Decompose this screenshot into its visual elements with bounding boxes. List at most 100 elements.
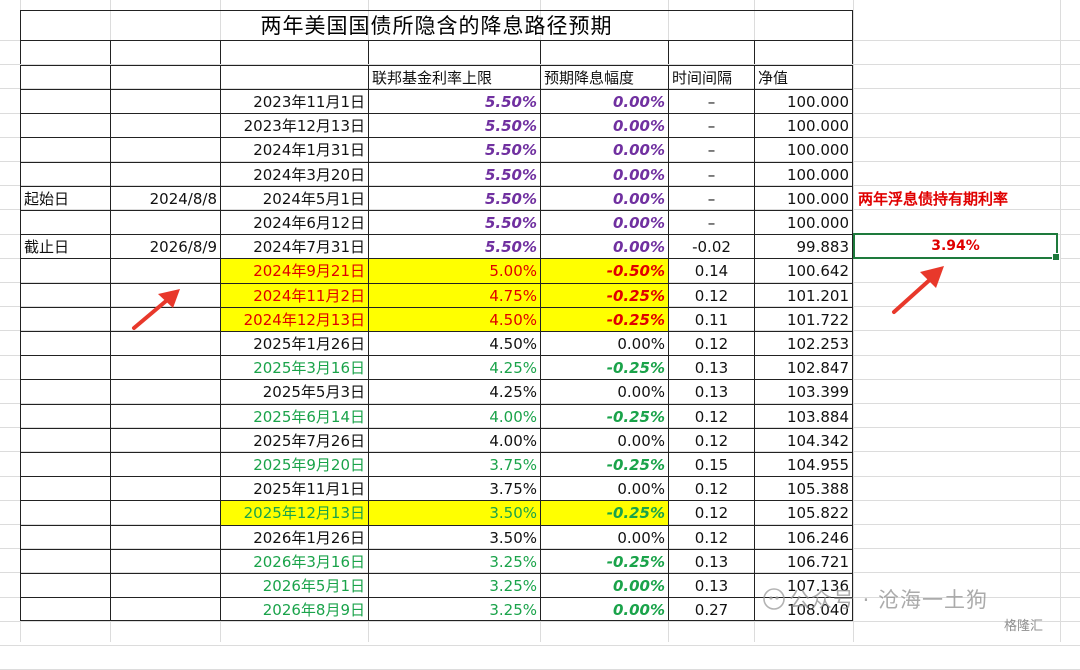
label-cell[interactable] [20,258,110,283]
nav-cell[interactable]: 104.955 [754,452,853,477]
value-cell[interactable] [110,306,220,331]
rate-cell[interactable]: 4.00% [368,403,540,428]
value-cell[interactable] [110,258,220,283]
nav-cell[interactable]: 101.201 [754,282,853,307]
label-cell[interactable] [20,427,110,452]
expected-cut-cell[interactable]: -0.25% [540,452,668,477]
start-date[interactable]: 2024/8/8 [110,185,220,210]
date-cell[interactable]: 2024年5月1日 [220,185,368,210]
nav-cell[interactable]: 100.000 [754,89,853,114]
rate-cell[interactable]: 3.25% [368,548,540,573]
value-cell[interactable] [110,282,220,307]
nav-cell[interactable]: 102.253 [754,331,853,356]
nav-cell[interactable]: 106.721 [754,548,853,573]
date-cell[interactable]: 2023年12月13日 [220,113,368,138]
interval-cell[interactable]: 0.27 [668,597,754,622]
date-cell[interactable]: 2024年12月13日 [220,306,368,331]
rate-cell[interactable]: 3.75% [368,452,540,477]
value-cell[interactable] [110,500,220,525]
rate-cell[interactable]: 5.50% [368,234,540,259]
label-cell[interactable] [20,137,110,162]
rate-cell[interactable]: 5.50% [368,161,540,186]
expected-cut-cell[interactable]: 0.00% [540,185,668,210]
expected-cut-cell[interactable]: 0.00% [540,573,668,598]
blank-cell[interactable] [668,40,754,65]
rate-cell[interactable]: 4.50% [368,306,540,331]
rate-cell[interactable]: 4.25% [368,379,540,404]
label-cell[interactable] [20,597,110,622]
rate-cell[interactable]: 5.50% [368,137,540,162]
nav-cell[interactable]: 100.000 [754,113,853,138]
value-cell[interactable] [110,403,220,428]
nav-cell[interactable]: 100.000 [754,137,853,162]
expected-cut-cell[interactable]: 0.00% [540,597,668,622]
expected-cut-cell[interactable]: 0.00% [540,137,668,162]
date-cell[interactable]: 2026年1月26日 [220,524,368,549]
date-cell[interactable]: 2025年7月26日 [220,427,368,452]
fill-handle[interactable] [1052,253,1060,261]
rate-cell[interactable]: 5.50% [368,113,540,138]
nav-cell[interactable]: 100.000 [754,161,853,186]
expected-cut-cell[interactable]: 0.00% [540,331,668,356]
interval-cell[interactable]: 0.12 [668,500,754,525]
date-cell[interactable]: 2026年3月16日 [220,548,368,573]
expected-cut-cell[interactable]: -0.25% [540,548,668,573]
label-cell[interactable] [20,476,110,501]
rate-cell[interactable]: 4.75% [368,282,540,307]
interval-cell[interactable]: 0.13 [668,379,754,404]
value-cell[interactable] [110,113,220,138]
date-cell[interactable]: 2024年3月20日 [220,161,368,186]
value-cell[interactable] [110,137,220,162]
interval-cell[interactable]: – [668,210,754,235]
blank-cell[interactable] [368,40,540,65]
expected-cut-cell[interactable]: 0.00% [540,524,668,549]
label-cell[interactable] [20,524,110,549]
value-cell[interactable] [110,524,220,549]
nav-cell[interactable]: 105.822 [754,500,853,525]
value-cell[interactable] [110,548,220,573]
label-cell[interactable] [20,379,110,404]
start-label[interactable]: 起始日 [20,185,110,210]
blank-cell[interactable] [20,40,110,65]
interval-cell[interactable]: 0.15 [668,452,754,477]
label-cell[interactable] [20,89,110,114]
rate-cell[interactable]: 3.75% [368,476,540,501]
label-cell[interactable] [20,500,110,525]
header-expected-cut[interactable]: 预期降息幅度 [540,64,668,89]
label-cell[interactable] [20,548,110,573]
interval-cell[interactable]: 0.12 [668,331,754,356]
rate-cell[interactable]: 5.50% [368,89,540,114]
value-cell[interactable] [110,379,220,404]
value-cell[interactable] [110,427,220,452]
expected-cut-cell[interactable]: -0.25% [540,403,668,428]
blank-cell[interactable] [220,40,368,65]
date-cell[interactable]: 2024年1月31日 [220,137,368,162]
label-cell[interactable] [20,113,110,138]
expected-cut-cell[interactable]: 0.00% [540,113,668,138]
nav-cell[interactable]: 108.040 [754,597,853,622]
nav-cell[interactable]: 99.883 [754,234,853,259]
end-date[interactable]: 2026/8/9 [110,234,220,259]
value-cell[interactable] [110,597,220,622]
nav-cell[interactable]: 100.000 [754,210,853,235]
date-cell[interactable]: 2025年5月3日 [220,379,368,404]
nav-cell[interactable]: 105.388 [754,476,853,501]
expected-cut-cell[interactable]: 0.00% [540,234,668,259]
label-cell[interactable] [20,331,110,356]
interval-cell[interactable]: – [668,137,754,162]
value-cell[interactable] [110,210,220,235]
label-cell[interactable] [20,573,110,598]
label-cell[interactable] [20,210,110,235]
header-nav[interactable]: 净值 [754,64,853,89]
selected-cell-floating-rate[interactable]: 3.94% [853,233,1060,261]
expected-cut-cell[interactable]: 0.00% [540,89,668,114]
nav-cell[interactable]: 103.399 [754,379,853,404]
interval-cell[interactable]: 0.13 [668,355,754,380]
date-cell[interactable]: 2026年8月9日 [220,597,368,622]
rate-cell[interactable]: 5.50% [368,210,540,235]
interval-cell[interactable]: – [668,185,754,210]
rate-cell[interactable]: 4.00% [368,427,540,452]
expected-cut-cell[interactable]: 0.00% [540,427,668,452]
expected-cut-cell[interactable]: 0.00% [540,476,668,501]
label-cell[interactable] [20,282,110,307]
